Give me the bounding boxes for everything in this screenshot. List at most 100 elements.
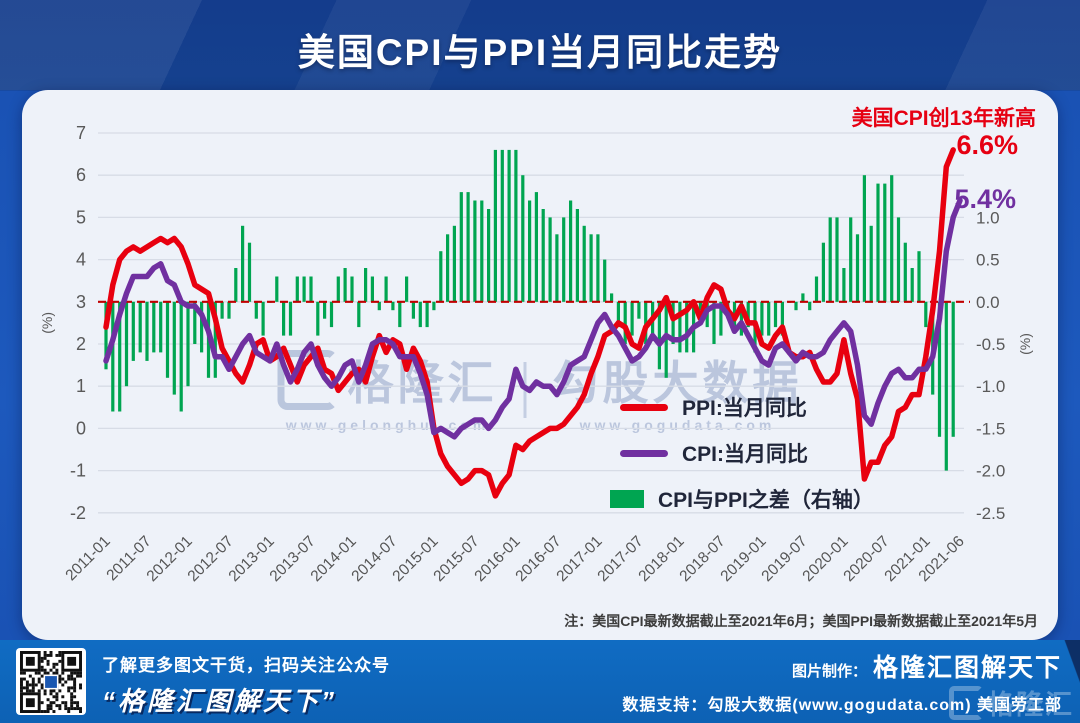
left-axis-unit: (%) — [39, 312, 55, 334]
diff-bar — [760, 301, 764, 336]
diff-bar — [528, 200, 532, 302]
credit-label: 图片制作： — [791, 663, 867, 680]
diff-bar — [678, 301, 682, 353]
diff-bar — [473, 200, 477, 302]
footer-logo-text: 格隆汇 — [987, 690, 1074, 720]
right-axis-tick-label: 1.0 — [976, 208, 1000, 227]
credits: 图片制作： 格隆汇图解天下 数据支持：勾股大数据(www.gogudata.co… — [622, 648, 1062, 715]
diff-bar — [159, 301, 163, 353]
header-banner: 美国CPI与PPI当月同比走势 — [0, 0, 1080, 90]
diff-bar — [883, 183, 887, 302]
diff-bar — [179, 301, 183, 412]
diff-bar — [425, 301, 429, 328]
diff-bar — [521, 175, 525, 302]
diff-bar — [316, 301, 320, 336]
diff-bar — [808, 301, 812, 311]
diff-bar — [685, 301, 689, 353]
diff-bar — [623, 301, 627, 344]
left-axis-tick-label: -1 — [70, 461, 86, 481]
diff-bar — [910, 268, 914, 302]
diff-bar — [323, 301, 327, 319]
right-axis-tick-label: -1.0 — [976, 377, 1005, 396]
diff-bar — [630, 301, 634, 336]
diff-bar-swatch — [610, 490, 644, 508]
diff-bar — [418, 301, 422, 328]
diff-bar — [917, 251, 921, 302]
diff-bar — [111, 301, 115, 412]
diff-bar — [439, 251, 443, 302]
diff-bar — [145, 301, 149, 361]
diff-bar — [288, 301, 293, 336]
diff-bar — [849, 217, 853, 302]
diff-bar — [377, 301, 381, 311]
right-axis-tick-label: 0.0 — [976, 293, 1000, 312]
diff-bar — [357, 301, 361, 328]
legend-label-diff: CPI与PPI之差（右轴） — [658, 489, 874, 512]
qr-captions: 了解更多图文干货，扫码关注公众号 “格隆汇图解天下” — [102, 651, 390, 718]
diff-bar — [200, 301, 204, 353]
diff-bar — [302, 276, 306, 302]
legend-item-diff[interactable]: CPI与PPI之差（右轴） — [610, 476, 874, 522]
credit-brand: 格隆汇图解天下 — [872, 654, 1062, 682]
left-axis-tick-label: 2 — [76, 334, 86, 354]
diff-bar — [773, 301, 778, 328]
diff-bar — [500, 149, 504, 302]
diff-bar — [384, 276, 388, 302]
legend-item-cpi[interactable]: CPI:当月同比 — [620, 430, 874, 476]
diff-bar — [589, 234, 593, 302]
diff-bar — [575, 209, 579, 302]
diff-bar — [821, 242, 825, 302]
diff-bar — [104, 301, 108, 370]
diff-bar — [712, 301, 716, 344]
diff-bars — [104, 149, 955, 471]
diff-bar — [616, 301, 620, 328]
cpi-line-swatch — [620, 449, 668, 457]
ppi-line-swatch — [620, 403, 668, 411]
diff-bar — [432, 301, 436, 311]
diff-bar — [657, 301, 661, 370]
diff-bar — [541, 209, 545, 302]
diff-bar — [746, 301, 750, 328]
diff-bar — [876, 183, 880, 302]
diff-bar — [896, 217, 901, 302]
diff-bar — [555, 234, 559, 302]
chart-legend: PPI:当月同比 CPI:当月同比 CPI与PPI之差（右轴） — [610, 384, 874, 522]
legend-label-cpi: CPI:当月同比 — [682, 443, 808, 466]
diff-bar — [343, 268, 347, 302]
diff-bar — [610, 293, 614, 302]
diff-bar — [165, 301, 170, 378]
diff-bar — [364, 268, 368, 302]
diff-bar — [247, 242, 252, 302]
diff-bar — [459, 192, 463, 302]
diff-bar — [254, 301, 258, 319]
left-axis-tick-label: 0 — [76, 418, 86, 438]
diff-bar — [336, 276, 340, 302]
diff-bar — [507, 149, 511, 302]
diff-bar — [719, 301, 723, 336]
diff-bar — [562, 217, 566, 302]
data-note: 注：美国CPI最新数据截止至2021年6月；美国PPI最新数据截止至2021年5… — [564, 613, 1038, 629]
legend-item-ppi[interactable]: PPI:当月同比 — [620, 384, 874, 430]
diff-bar — [466, 192, 470, 302]
annotation-ppi-value: 6.6% — [956, 130, 1018, 160]
cpi-line — [103, 197, 963, 440]
diff-bar — [814, 276, 819, 302]
diff-bar — [295, 276, 299, 302]
brand-slogan: “格隆汇图解天下” — [102, 686, 338, 716]
diff-bar — [452, 225, 456, 302]
diff-bar — [309, 276, 313, 302]
page-title: 美国CPI与PPI当月同比走势 — [297, 32, 783, 73]
right-axis-tick-label: -1.5 — [976, 419, 1005, 438]
x-axis-tick-label: 2011-01 — [62, 533, 113, 584]
diff-bar — [596, 234, 600, 302]
diff-bar — [213, 301, 217, 378]
diff-bar — [261, 301, 265, 336]
diff-bar — [637, 301, 641, 319]
qr-code-pattern — [20, 650, 82, 713]
legend-label-ppi: PPI:当月同比 — [682, 397, 807, 420]
gelonghui-logo-icon — [949, 685, 983, 720]
diff-bar — [671, 301, 675, 344]
left-axis-tick-label: 3 — [76, 292, 86, 312]
diff-bar — [869, 225, 873, 302]
